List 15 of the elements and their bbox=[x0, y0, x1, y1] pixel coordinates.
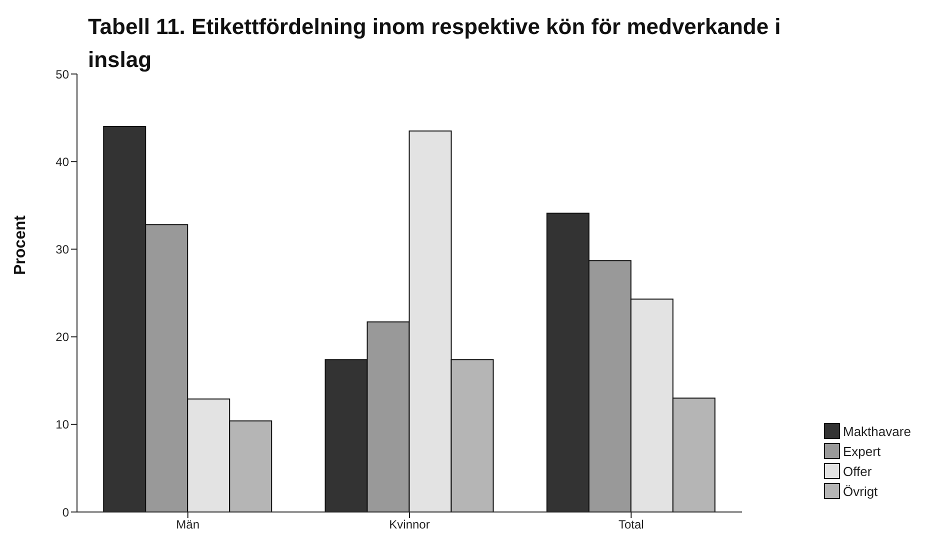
legend-label: Övrigt bbox=[843, 484, 878, 498]
y-tick-label: 20 bbox=[56, 330, 70, 344]
legend-label: Expert bbox=[843, 444, 881, 458]
legend-label: Offer bbox=[843, 464, 872, 478]
y-tick-label: 40 bbox=[56, 154, 70, 169]
x-tick-label: Män bbox=[176, 518, 200, 532]
y-tick-label: 30 bbox=[56, 242, 70, 256]
chart-title: Tabell 11. Etikettfördelning inom respektive kön för medverkande i inslag bbox=[88, 13, 782, 74]
legend-label: Makthavare bbox=[843, 424, 911, 438]
y-tick-label: 10 bbox=[56, 418, 70, 432]
y-tick-label: 50 bbox=[56, 67, 70, 82]
x-tick-label: Total bbox=[618, 518, 644, 532]
y-axis-title: Procent bbox=[12, 215, 29, 275]
y-tick-label: 0 bbox=[62, 505, 70, 520]
x-tick-label: Kvinnor bbox=[389, 518, 430, 532]
